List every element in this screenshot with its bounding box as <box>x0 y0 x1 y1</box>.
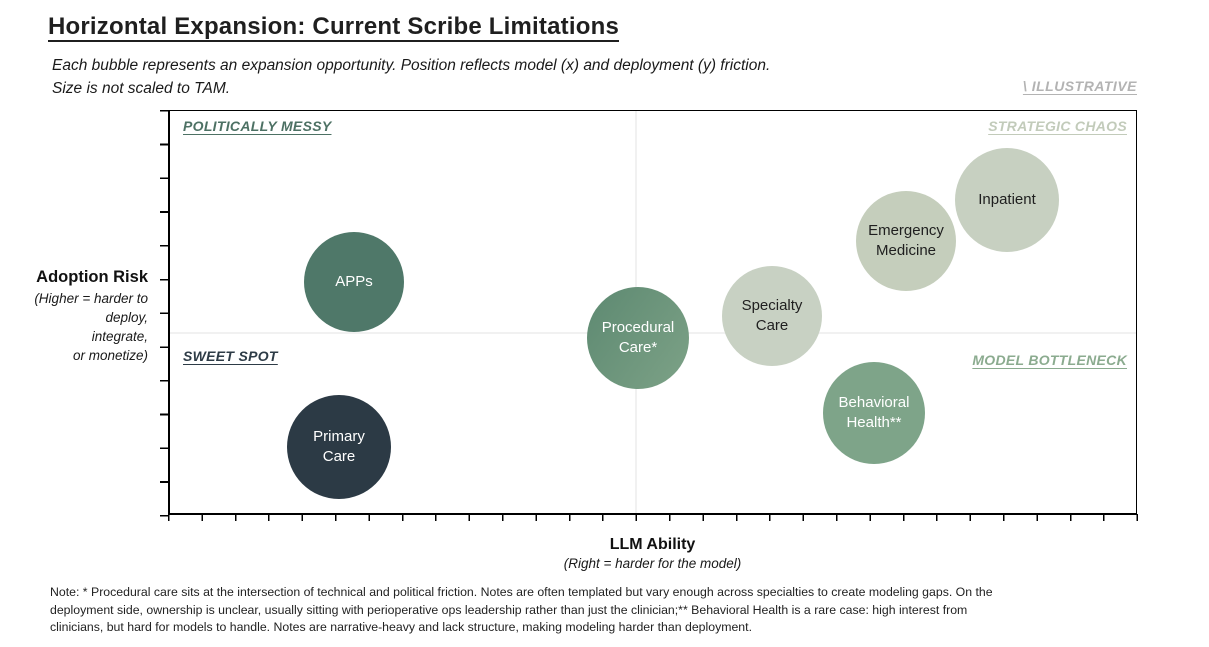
bubble-apps: APPs <box>304 232 404 332</box>
bubble-emergency-medicine: Emergency Medicine <box>856 191 956 291</box>
y-axis-subtitle: (Higher = harder to deploy, integrate, o… <box>34 291 148 363</box>
y-axis-title: Adoption Risk <box>36 268 148 286</box>
bubble-primary-care: Primary Care <box>287 395 391 499</box>
x-axis-ticks <box>168 514 1139 521</box>
quadrant-label-strategic-chaos: STRATEGIC CHAOS <box>988 118 1127 134</box>
illustrative-tag: \ ILLUSTRATIVE <box>1022 78 1137 94</box>
bubble-specialty-care: Specialty Care <box>722 266 822 366</box>
y-axis-ticks <box>160 110 168 518</box>
page-title: Horizontal Expansion: Current Scribe Lim… <box>48 13 619 40</box>
bubble-procedural-care: Procedural Care* <box>587 287 689 389</box>
quadrant-label-model-bottleneck: MODEL BOTTLENECK <box>972 352 1127 368</box>
quadrant-label-politically-messy: POLITICALLY MESSY <box>183 118 332 134</box>
quadrant-label-sweet-spot: SWEET SPOT <box>183 348 278 364</box>
bubble-inpatient: Inpatient <box>955 148 1059 252</box>
y-axis-label-block: Adoption Risk (Higher = harder to deploy… <box>14 268 148 365</box>
plot-area: POLITICALLY MESSY STRATEGIC CHAOS SWEET … <box>160 110 1139 521</box>
chart-subtitle: Each bubble represents an expansion oppo… <box>52 57 771 97</box>
x-axis-label-block: LLM Ability (Right = harder for the mode… <box>168 536 1137 571</box>
x-axis-subtitle: (Right = harder for the model) <box>563 556 742 571</box>
bubble-behavioral-health: Behavioral Health** <box>823 362 925 464</box>
footnote: Note: * Procedural care sits at the inte… <box>50 585 993 634</box>
x-axis-title: LLM Ability <box>609 536 696 553</box>
